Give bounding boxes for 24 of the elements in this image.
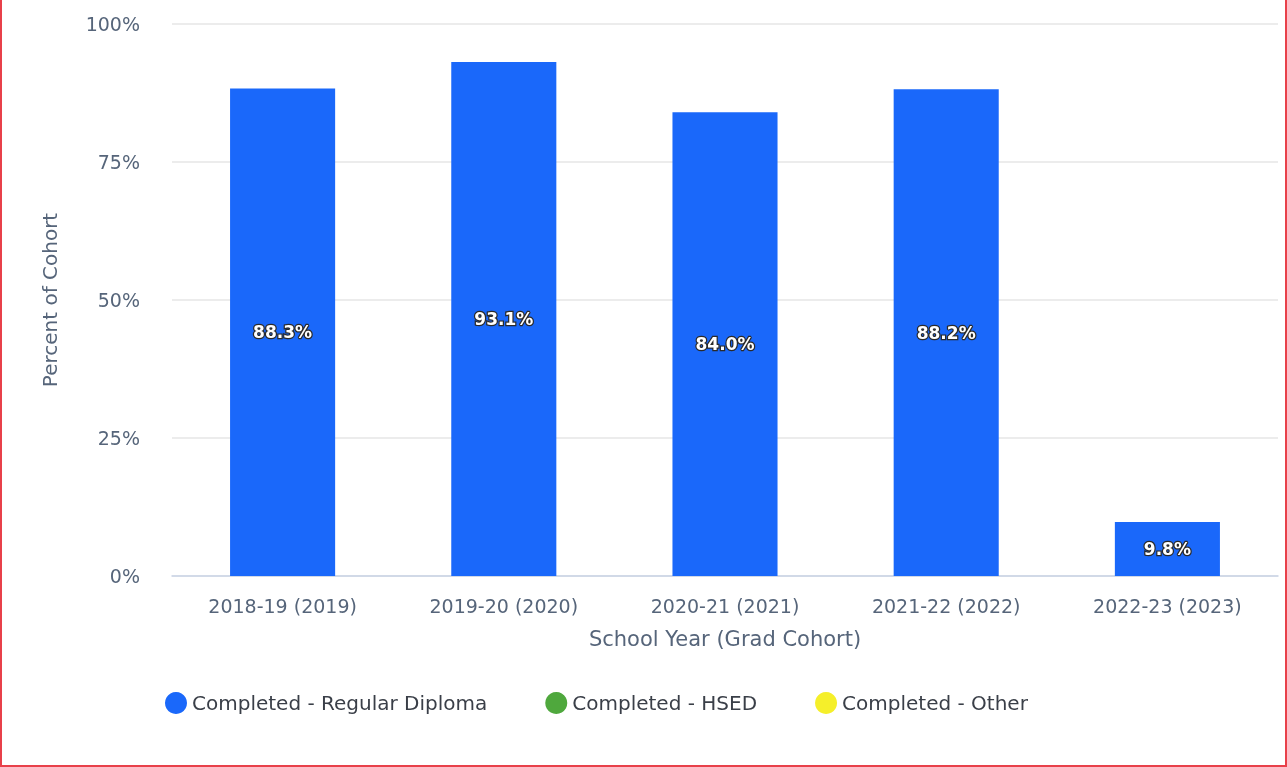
legend-label: Completed - Regular Diploma <box>192 691 488 715</box>
x-tick-label: 2021-22 (2022) <box>871 594 1021 617</box>
bar <box>672 112 778 576</box>
data-label: 93.1% <box>474 309 534 330</box>
bar <box>230 88 336 576</box>
x-axis-title: School Year (Grad Cohort) <box>588 626 862 651</box>
y-axis-title: Percent of Cohort <box>38 212 62 388</box>
data-label: 88.3% <box>253 322 313 343</box>
legend-label: Completed - HSED <box>572 691 758 715</box>
bar <box>451 62 557 576</box>
x-tick-label: 2019-20 (2020) <box>429 594 579 617</box>
x-tick-label: 2020-21 (2021) <box>650 594 800 617</box>
y-tick-label: 100% <box>85 13 140 35</box>
data-label: 88.2% <box>916 322 976 343</box>
legend-label: Completed - Other <box>842 691 1029 715</box>
data-label: 9.8% <box>1143 538 1191 559</box>
y-tick-label: 50% <box>97 289 140 311</box>
data-label: 84.0% <box>695 334 755 355</box>
bar <box>893 89 999 576</box>
y-tick-label: 0% <box>109 565 140 587</box>
x-tick-label: 2022-23 (2023) <box>1093 594 1242 617</box>
y-tick-label: 25% <box>97 427 140 449</box>
x-tick-label: 2018-19 (2019) <box>208 594 357 617</box>
y-tick-label: 75% <box>97 151 140 173</box>
